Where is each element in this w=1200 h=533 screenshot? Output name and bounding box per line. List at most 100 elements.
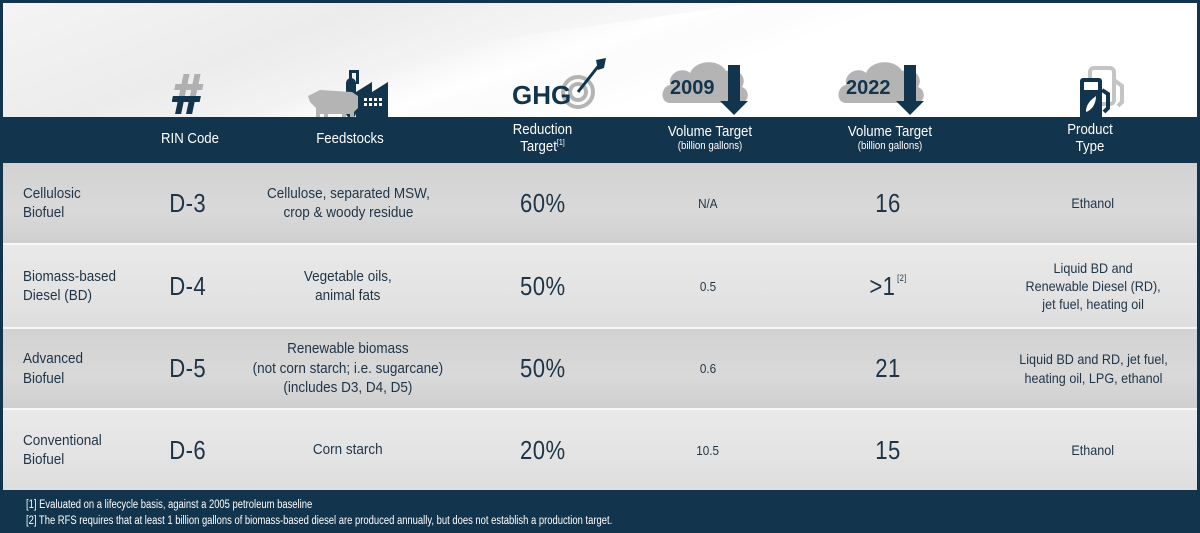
feedstock-line: (includes D3, D4, D5)	[283, 379, 413, 397]
ghg-value: 50%	[520, 270, 566, 301]
vol2022-value: >1	[869, 270, 896, 301]
hash-icon	[172, 74, 204, 114]
footnote-1: [1] Evaluated on a lifecycle basis, agai…	[26, 499, 313, 511]
product-line: Liquid BD and RD, jet fuel,	[1018, 351, 1168, 368]
category-line1: Advanced	[23, 350, 84, 367]
column-header-band	[0, 117, 1200, 163]
category-cell: Conventional Biofuel	[23, 410, 133, 490]
ghg-cell: 20%	[483, 410, 603, 490]
product-cell: Ethanol	[993, 410, 1193, 490]
table-row: Conventional Biofuel D-6 Corn starch 20% …	[3, 410, 1197, 490]
category-line2: Biofuel	[23, 451, 65, 468]
ghg-value: 60%	[520, 187, 566, 218]
vol2009-header-label: Volume Target	[667, 123, 753, 140]
feedstocks-header-label: Feedstocks	[316, 130, 384, 147]
footnote-ref-1: [1]	[556, 138, 565, 148]
table-row: Advanced Biofuel D-5 Renewable biomass (no…	[3, 329, 1197, 408]
table-row: Cellulosic Biofuel D-3 Cellulose, separat…	[3, 163, 1197, 243]
footnotes: [1] Evaluated on a lifecycle basis, agai…	[0, 492, 1200, 533]
vol2009-cell: 10.5	[643, 410, 773, 490]
fuel-pump-leaf-icon	[1080, 66, 1124, 120]
vol2009-header-unit: (billion gallons)	[677, 140, 743, 153]
rin-header-label: RIN Code	[161, 130, 219, 147]
feedstock-line: animal fats	[315, 287, 381, 304]
category-cell: Biomass-based Diesel (BD)	[23, 245, 133, 327]
feedstock-line: Cellulose, separated MSW,	[266, 184, 430, 202]
vol2009-value: 10.5	[696, 442, 720, 458]
rin-cell: D-5	[133, 329, 243, 408]
product-line: Ethanol	[1071, 441, 1115, 458]
feedstocks-cell: Corn starch	[248, 410, 448, 490]
category-line2: Biofuel	[23, 204, 65, 221]
product-cell: Ethanol	[993, 163, 1193, 243]
ghg-header-line1: Reduction	[512, 121, 573, 138]
ghg-icon-text: GHG	[512, 80, 571, 110]
rin-code: D-5	[169, 353, 207, 383]
rin-code: D-3	[169, 187, 207, 218]
category-line2: Diesel (BD)	[23, 287, 93, 304]
product-line: heating oil, LPG, ethanol	[1023, 369, 1162, 386]
product-cell: Liquid BD and Renewable Diesel (RD), jet f…	[993, 245, 1193, 327]
rin-cell: D-4	[133, 245, 243, 327]
vol2022-cell: 15	[823, 410, 953, 490]
category-cell: Cellulosic Biofuel	[23, 163, 133, 243]
column-header-rin: RIN Code	[137, 130, 243, 147]
vol2009-cell: 0.6	[643, 329, 773, 408]
category-line2: Biofuel	[23, 369, 65, 387]
vol2022-header-label: Volume Target	[847, 123, 933, 140]
vol2022-value: 15	[875, 434, 901, 465]
column-header-vol2009: Volume Target (billion gallons)	[648, 123, 771, 153]
vol2009-value: N/A	[698, 195, 718, 211]
category-line1: Cellulosic	[23, 184, 81, 202]
feedstock-line: Corn starch	[313, 441, 383, 459]
product-line: Ethanol	[1071, 194, 1115, 211]
year-2009-label: 2009	[670, 77, 715, 99]
column-header-ghg: Reduction Target[1]	[488, 121, 598, 156]
feedstocks-cell: Cellulose, separated MSW, crop & woody re…	[248, 163, 448, 243]
rin-code: D-6	[169, 434, 207, 465]
product-line: jet fuel, heating oil	[1042, 296, 1144, 313]
cloud-down-arrow-icon-2009: 2009	[662, 62, 748, 115]
rin-cell: D-6	[133, 410, 243, 490]
vol2022-value: 16	[875, 187, 901, 218]
vol2009-value: 0.6	[699, 361, 717, 376]
row-divider	[3, 327, 1197, 329]
feedstock-line: (not corn starch; i.e. sugarcane)	[252, 359, 444, 377]
column-header-vol2022: Volume Target (billion gallons)	[828, 123, 951, 153]
column-header-feedstocks: Feedstocks	[297, 130, 403, 147]
product-header-line2: Type	[1075, 138, 1105, 156]
category-cell: Advanced Biofuel	[23, 329, 133, 408]
product-line: Renewable Diesel (RD),	[1025, 277, 1161, 294]
vol2009-cell: 0.5	[643, 245, 773, 327]
footnote-ref-2: [2]	[896, 272, 907, 283]
feedstock-line: crop & woody residue	[283, 204, 413, 221]
rin-cell: D-3	[133, 163, 243, 243]
category-line1: Biomass-based	[23, 267, 117, 285]
rin-code: D-4	[169, 270, 207, 301]
category-line1: Conventional	[23, 431, 102, 449]
feedstocks-cell: Renewable biomass (not corn starch; i.e. …	[238, 329, 458, 408]
column-header-product: Product Type	[1046, 121, 1134, 156]
vol2022-cell: 16	[823, 163, 953, 243]
year-2022-label: 2022	[846, 77, 891, 99]
ghg-target-dart-icon: GHG	[512, 58, 606, 110]
product-line: Liquid BD and	[1053, 259, 1133, 276]
row-divider	[3, 243, 1197, 245]
product-cell: Liquid BD and RD, jet fuel, heating oil, …	[988, 329, 1198, 408]
cloud-down-arrow-icon-2022: 2022	[838, 62, 924, 115]
row-divider	[3, 408, 1197, 410]
feedstock-line: Renewable biomass	[287, 340, 409, 358]
table-row: Biomass-based Diesel (BD) D-4 Vegetable o…	[3, 245, 1197, 327]
vol2022-value: 21	[875, 353, 901, 383]
feedstock-line: Vegetable oils,	[304, 267, 392, 285]
footnote-2: [2] The RFS requires that at least 1 bil…	[26, 515, 613, 527]
product-header-line1: Product	[1067, 121, 1113, 138]
ghg-value: 50%	[520, 353, 566, 383]
vol2009-value: 0.5	[699, 278, 717, 294]
vol2009-cell: N/A	[643, 163, 773, 243]
ghg-header-line2: Target	[520, 138, 557, 156]
feedstocks-cell: Vegetable oils, animal fats	[248, 245, 448, 327]
ghg-cell: 50%	[483, 245, 603, 327]
vol2022-cell: >1 [2]	[823, 245, 953, 327]
